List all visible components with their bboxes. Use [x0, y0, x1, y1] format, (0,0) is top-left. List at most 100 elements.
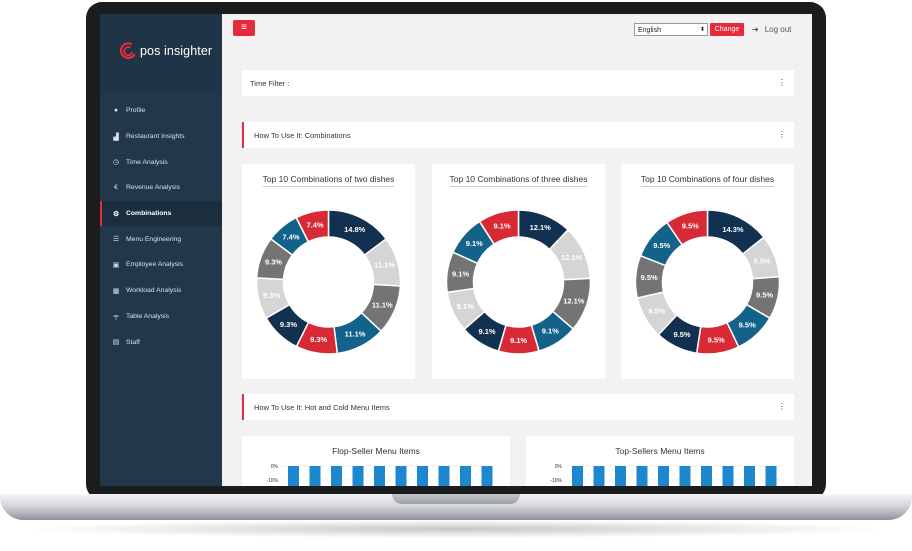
bar[interactable]	[481, 466, 493, 486]
slice-label: 9.5%	[648, 307, 665, 316]
top-sellers-card: Top-Sellers Menu Items 0% -10%	[526, 436, 794, 486]
sidebar-item-time-analysis[interactable]: ◷ Time Analysis	[100, 149, 222, 175]
app-screen: pos insighter ● Profile ▟ Restaurant Insigh…	[100, 14, 812, 486]
chart-title: Top 10 Combinations of two dishes	[262, 174, 395, 187]
bar[interactable]	[395, 466, 407, 486]
bar[interactable]	[615, 466, 626, 486]
chart-title: Top 10 Combinations of four dishes	[640, 174, 775, 187]
slice-label: 9.3%	[280, 320, 297, 329]
bar[interactable]	[593, 466, 605, 486]
slice-label: 11.1%	[372, 300, 393, 309]
bar[interactable]	[701, 466, 712, 486]
more-options-icon[interactable]: ⋮	[778, 78, 786, 87]
sidebar-item-label: Combinations	[126, 210, 172, 218]
logout-link[interactable]: ➜ Log out	[752, 23, 791, 36]
donut-card-four-dishes: Top 10 Combinations of four dishes 14.3%…	[621, 164, 794, 379]
slice-label: 9.5%	[708, 335, 725, 344]
y-tick-label: 0%	[555, 464, 563, 470]
slice-label: 9.5%	[739, 320, 756, 329]
sidebar-item-label: Time Analysis	[126, 158, 168, 166]
sidebar-item-label: Revenue Analysis	[126, 184, 181, 192]
sidebar-item-menu-engineering[interactable]: ☰ Menu Engineering	[100, 226, 222, 252]
gear-icon: ⚙	[112, 210, 120, 218]
brand-logo[interactable]: pos insighter	[118, 40, 212, 62]
language-select[interactable]: English ⬍	[634, 23, 708, 36]
slice-label: 9.1%	[457, 302, 474, 311]
time-filter-title: Time Filter :	[250, 78, 290, 88]
sidebar-item-workload-analysis[interactable]: ▦ Workload Analysis	[100, 278, 222, 304]
bar[interactable]	[438, 466, 450, 486]
bar[interactable]	[744, 466, 755, 486]
sidebar-item-profile[interactable]: ● Profile	[100, 98, 222, 124]
bar[interactable]	[636, 466, 648, 486]
y-tick-label: 0%	[271, 464, 279, 470]
language-selected: English	[638, 27, 661, 34]
donut-chart-three-dishes[interactable]: 12.1% 12.1% 12.1% 9.1% 9.1% 9.1% 9.1% 9.1% 9.1% 9…	[432, 194, 605, 374]
sidebar-item-revenue-analysis[interactable]: € Revenue Analysis	[100, 175, 222, 201]
list-icon: ☰	[112, 236, 120, 244]
donut-slice[interactable]	[478, 209, 520, 246]
donut-chart-four-dishes[interactable]: 14.3% 9.5% 9.5% 9.5% 9.5% 9.5% 9.5% 9.5% 9.5% 9.5…	[621, 194, 794, 374]
sidebar-header: pos insighter	[100, 14, 222, 94]
logo-mark-icon	[120, 42, 136, 59]
top-sellers-bar-chart[interactable]: 0% -10%	[526, 458, 794, 486]
id-card-icon: ▣	[112, 261, 120, 269]
sidebar-item-table-analysis[interactable]: ╤ Table Analysis	[100, 304, 222, 330]
donut-slice[interactable]	[665, 209, 709, 246]
sidebar-item-restaurant-insights[interactable]: ▟ Restaurant Insights	[100, 124, 222, 150]
sidebar-item-combinations[interactable]: ⚙ Combinations	[100, 200, 222, 227]
chart-title: Flop-Seller Menu Items	[332, 446, 420, 456]
slice-label: 9.1%	[493, 221, 510, 230]
bar[interactable]	[460, 466, 471, 486]
bar[interactable]	[722, 466, 734, 486]
bar[interactable]	[572, 466, 583, 486]
euro-icon: €	[114, 184, 118, 192]
bar[interactable]	[658, 466, 669, 486]
sidebar-item-label: Restaurant Insights	[126, 133, 185, 141]
slice-label: 7.4%	[282, 233, 299, 242]
slice-label: 7.4%	[306, 221, 323, 230]
bar[interactable]	[765, 466, 777, 486]
bar[interactable]	[288, 466, 299, 486]
slice-label: 9.5%	[756, 291, 773, 300]
chart-title: Top-Sellers Menu Items	[615, 446, 705, 456]
flop-sellers-bar-chart[interactable]: 0% -10%	[242, 458, 510, 486]
table-icon: ╤	[113, 312, 119, 320]
sidebar-item-label: Employee Analysis	[126, 261, 184, 269]
more-options-icon[interactable]: ⋮	[778, 402, 786, 411]
bar[interactable]	[352, 466, 364, 486]
slice-label: 12.1%	[561, 253, 583, 262]
menu-toggle-button[interactable]: ≡	[233, 20, 255, 36]
donut-chart-two-dishes[interactable]: 14.8% 11.1% 11.1% 11.1% 9.3% 9.3% 9.3% 9.3% 7.4%…	[242, 194, 415, 374]
laptop-shadow	[20, 520, 892, 538]
time-filter-panel[interactable]: Time Filter : ⋮	[242, 70, 794, 96]
donut-card-two-dishes: Top 10 Combinations of two dishes 14.8% 1…	[242, 164, 415, 379]
slice-label: 9.3%	[265, 257, 282, 266]
sign-out-icon: ➜	[752, 25, 759, 34]
sidebar-item-staff[interactable]: ▤ Staff	[100, 329, 222, 355]
bar[interactable]	[679, 466, 691, 486]
bar[interactable]	[309, 466, 321, 486]
bar[interactable]	[374, 466, 385, 486]
hot-cold-help-panel[interactable]: How To Use It: Hot and Cold Menu Items ⋮	[242, 394, 794, 420]
sidebar-item-employee-analysis[interactable]: ▣ Employee Analysis	[100, 252, 222, 278]
sidebar-nav: ● Profile ▟ Restaurant Insights ◷ Time Analys…	[100, 98, 222, 355]
combinations-help-panel[interactable]: How To Use It: Combinations ⋮	[242, 122, 794, 148]
change-language-button[interactable]: Change	[710, 23, 744, 36]
hamburger-icon: ≡	[241, 22, 247, 33]
slice-label: 14.8%	[344, 225, 366, 234]
more-options-icon[interactable]: ⋮	[778, 130, 786, 139]
donut-slice[interactable]	[295, 209, 330, 243]
slice-label: 12.1%	[530, 223, 552, 232]
bar[interactable]	[417, 466, 428, 486]
slice-label: 12.1%	[563, 296, 585, 305]
select-arrows-icon: ⬍	[699, 27, 705, 33]
calendar-icon: ▦	[112, 287, 120, 295]
slice-label: 9.1%	[452, 269, 469, 278]
sidebar-item-label: Table Analysis	[126, 312, 170, 320]
slice-label: 9.5%	[653, 241, 670, 250]
area-chart-icon: ▟	[113, 133, 119, 141]
bar[interactable]	[331, 466, 342, 486]
y-tick-label: -10%	[266, 478, 278, 484]
slice-label: 11.1%	[374, 261, 395, 270]
